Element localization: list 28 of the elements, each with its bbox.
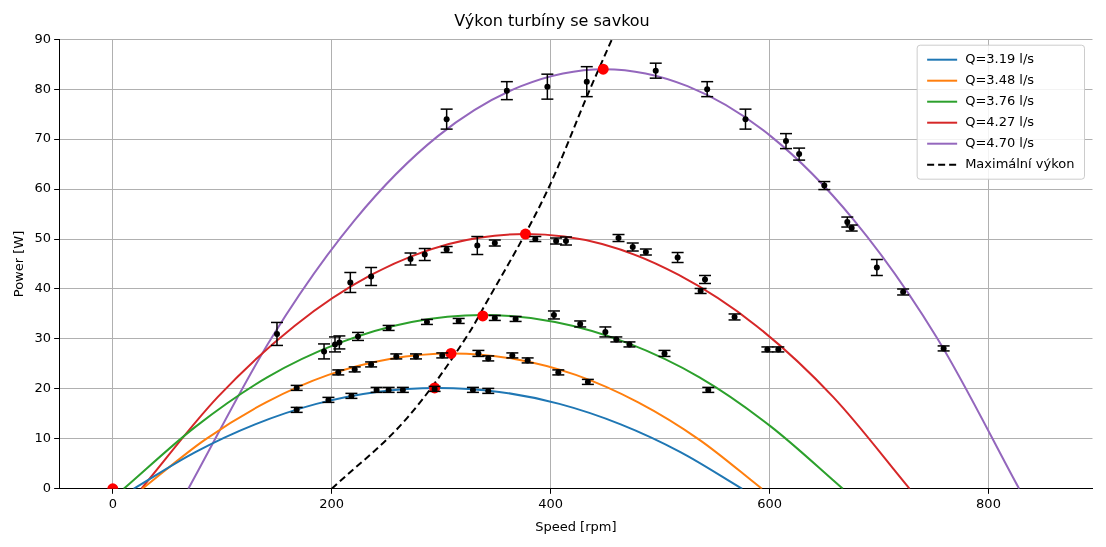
x-tick-label: 200 bbox=[319, 495, 345, 511]
legend-label: Q=4.70 l/s bbox=[965, 135, 1035, 151]
x-axis-title: Speed [rpm] bbox=[535, 518, 617, 534]
y-axis-title: Power [W] bbox=[11, 230, 27, 298]
x-tick-label: 600 bbox=[757, 495, 782, 511]
point bbox=[477, 310, 489, 322]
legend-label: Q=4.27 l/s bbox=[965, 114, 1035, 130]
x-tick-label: 0 bbox=[108, 495, 117, 511]
chart-title: Výkon turbíny se savkou bbox=[454, 10, 650, 30]
y-tick-label: 80 bbox=[34, 80, 52, 96]
y-tick-label: 50 bbox=[34, 230, 52, 246]
x-tick-label: 800 bbox=[976, 495, 1001, 511]
legend-label: Q=3.76 l/s bbox=[965, 93, 1035, 109]
y-tick-label: 60 bbox=[34, 180, 52, 196]
x-tick-label: 400 bbox=[538, 495, 564, 511]
y-tick-label: 40 bbox=[34, 280, 52, 296]
legend-label: Maximální výkon bbox=[965, 156, 1075, 172]
point bbox=[519, 228, 531, 240]
y-tick-label: 10 bbox=[34, 430, 52, 446]
y-tick-label: 20 bbox=[34, 380, 52, 396]
y-tick-label: 70 bbox=[34, 130, 52, 146]
point bbox=[445, 347, 457, 359]
legend-label: Q=3.19 l/s bbox=[965, 51, 1035, 67]
y-tick-label: 30 bbox=[34, 330, 52, 346]
legend-label: Q=3.48 l/s bbox=[965, 72, 1035, 88]
y-tick-label: 90 bbox=[34, 30, 52, 46]
point bbox=[597, 63, 609, 75]
y-tick-label: 0 bbox=[42, 480, 52, 496]
